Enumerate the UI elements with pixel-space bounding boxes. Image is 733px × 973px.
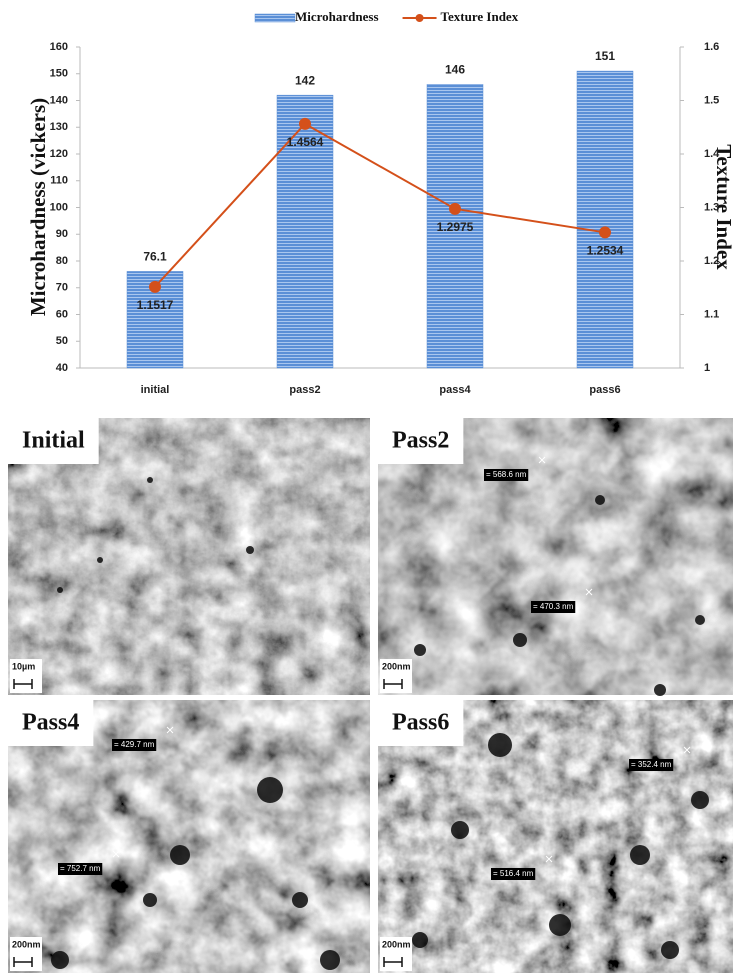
dark-particle [292, 892, 308, 908]
line [155, 124, 605, 287]
y-tick-label: 130 [50, 121, 68, 133]
measurement-label: = 752.7 nm [60, 864, 101, 873]
y-tick-label: 60 [56, 308, 68, 320]
y-axis-title: Microhardness (vickers) [26, 98, 50, 316]
point-value-label: 1.4564 [287, 135, 324, 149]
y-tick-label: 140 [50, 94, 68, 106]
legend-swatch [255, 14, 295, 22]
y2-tick-label: 1.5 [704, 94, 719, 106]
dark-particle [412, 932, 428, 948]
x-tick-label: pass4 [439, 384, 471, 396]
micrograph: Pass6 200nm = 352.4 nm = 516.4 nm [378, 700, 733, 973]
measurement-label: = 352.4 nm [631, 760, 672, 769]
bar [577, 71, 633, 368]
y-tick-label: 50 [56, 335, 68, 347]
y-tick-label: 100 [50, 201, 68, 213]
measurement-label: = 568.6 nm [486, 470, 527, 479]
x-tick-label: pass2 [289, 384, 320, 396]
bar-value-label: 142 [295, 73, 315, 87]
dark-particle [246, 546, 254, 554]
scale-bar-label: 200nm [382, 939, 411, 949]
bar-value-label: 146 [445, 63, 465, 77]
legend-label: Microhardness [295, 9, 379, 24]
y2-tick-label: 1 [704, 362, 710, 374]
y-tick-label: 110 [50, 175, 68, 187]
dark-particle [147, 477, 153, 483]
scale-bar-label: 200nm [12, 939, 41, 949]
point-value-label: 1.2975 [437, 220, 474, 234]
x-tick-label: initial [141, 384, 170, 396]
dark-particle [57, 587, 63, 593]
point-value-label: 1.1517 [137, 298, 174, 312]
y-tick-label: 40 [56, 362, 68, 374]
legend-swatch-dot [416, 14, 424, 22]
measurement-label: = 516.4 nm [493, 869, 534, 878]
y2-tick-label: 1.4 [704, 148, 720, 160]
micrograph-title: Pass4 [22, 710, 79, 736]
y-tick-label: 160 [50, 41, 68, 53]
line-point [149, 281, 161, 293]
point-value-label: 1.2534 [587, 244, 624, 258]
figure: Microhardness (vickers) Texture Index 40… [0, 0, 733, 973]
dark-particle [488, 733, 512, 757]
y2-tick-label: 1.6 [704, 41, 719, 53]
dark-particle [630, 845, 650, 865]
dark-particle [595, 495, 605, 505]
x-tick-label: pass6 [589, 384, 620, 396]
dark-particle [691, 791, 709, 809]
dark-particle [257, 777, 283, 803]
y-tick-label: 80 [56, 255, 68, 267]
y-tick-label: 90 [56, 228, 68, 240]
y-tick-label: 120 [50, 148, 68, 160]
dark-particle [661, 941, 679, 959]
y2-tick-label: 1.3 [704, 201, 719, 213]
line-point [599, 226, 611, 238]
dark-particle [513, 633, 527, 647]
line-point [449, 203, 461, 215]
dark-particle [143, 893, 157, 907]
bar-value-label: 151 [595, 49, 615, 63]
line-point [299, 118, 311, 130]
micrograph: Pass2 200nm = 568.6 nm = 470.3 nm [378, 418, 733, 696]
dark-particle [654, 684, 666, 696]
dark-particle [549, 914, 571, 936]
dark-particle [170, 845, 190, 865]
y-tick-label: 70 [56, 282, 68, 294]
micrograph-title: Initial [22, 428, 85, 454]
dark-particle [51, 951, 69, 969]
micrograph: Initial 10µm [8, 418, 370, 695]
y2-tick-label: 1.1 [704, 308, 719, 320]
bar-value-label: 76.1 [143, 250, 167, 264]
scale-bar-label: 10µm [12, 661, 35, 671]
measurement-label: = 470.3 nm [533, 602, 574, 611]
micrograph-title: Pass6 [392, 710, 449, 736]
y-tick-label: 150 [50, 68, 68, 80]
dark-particle [695, 615, 705, 625]
dark-particle [320, 950, 340, 970]
dark-particle [97, 557, 103, 563]
scale-bar-label: 200nm [382, 661, 411, 671]
dark-particle [451, 821, 469, 839]
micrograph: Pass4 200nm = 429.7 nm = 752.7 nm [8, 700, 370, 973]
legend-label: Texture Index [441, 9, 519, 24]
measurement-label: = 429.7 nm [114, 740, 155, 749]
micrograph-title: Pass2 [392, 428, 449, 454]
dark-particle [414, 644, 426, 656]
y2-tick-label: 1.2 [704, 255, 719, 267]
